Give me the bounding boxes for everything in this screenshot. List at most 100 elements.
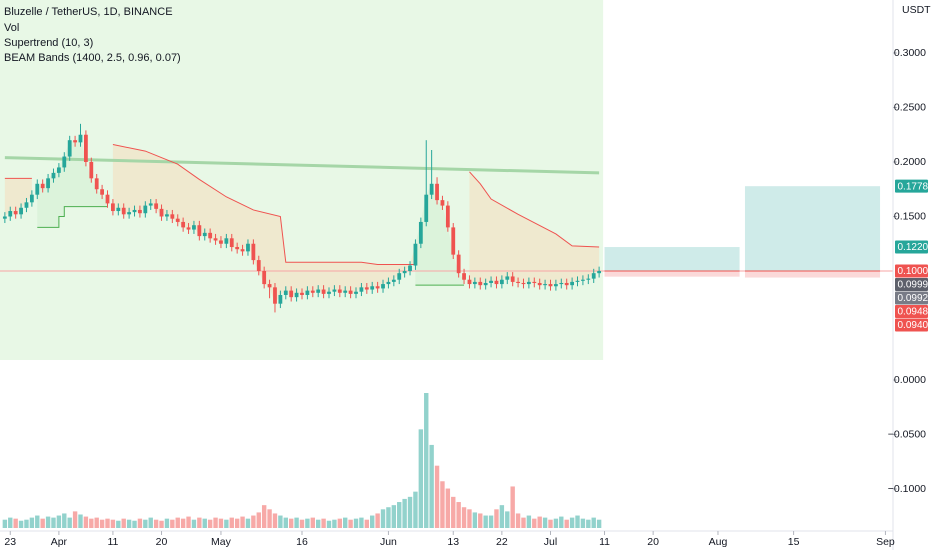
candle-body — [316, 289, 321, 293]
volume-bar — [440, 481, 445, 528]
candle-body — [451, 227, 456, 255]
volume-bar — [51, 517, 56, 528]
plot-layer — [0, 123, 893, 528]
volume-bar — [467, 509, 472, 528]
candle-body — [111, 203, 115, 212]
candle-body — [586, 278, 591, 280]
volume-bar — [13, 518, 18, 528]
candle-body — [246, 243, 250, 252]
candle-body — [94, 178, 99, 190]
volume-bar — [370, 515, 375, 528]
x-tick-label: Jun — [380, 536, 397, 548]
x-tick-label: 11 — [599, 536, 610, 548]
candle-body — [240, 249, 245, 252]
candle-body — [83, 134, 88, 162]
candle-body — [456, 254, 461, 274]
volume-bar — [586, 519, 591, 528]
volume-bar — [564, 519, 569, 528]
price-label-box — [895, 277, 928, 291]
volume-bar — [164, 518, 170, 528]
volume-bar — [159, 520, 164, 528]
candle-body — [343, 290, 348, 293]
candle-body — [35, 183, 40, 195]
volume-bar — [305, 518, 310, 528]
candle-body — [289, 290, 294, 298]
y-tick-label: −0.0500 — [888, 428, 926, 440]
candle-body — [429, 183, 434, 195]
volume-bar — [18, 520, 24, 528]
volume-bar — [35, 515, 40, 528]
volume-bar — [132, 520, 137, 528]
volume-bar — [278, 515, 283, 528]
volume-bar — [62, 513, 67, 528]
candle-body — [397, 273, 402, 280]
volume-bar — [326, 520, 332, 528]
volume-bar — [478, 513, 483, 528]
candle-body — [105, 194, 110, 204]
volume-bar — [186, 516, 191, 528]
volume-bar — [267, 509, 272, 528]
price-label: 0.1000 — [898, 266, 929, 277]
volume-bar — [537, 516, 542, 528]
volume-bar — [461, 507, 467, 528]
candle-body — [359, 287, 364, 292]
candle-body — [127, 212, 132, 215]
volume-bar — [343, 517, 348, 528]
candle-body — [132, 209, 137, 213]
candle-body — [40, 183, 45, 189]
symbol-title: Bluzelle / TetherUS, 1D, BINANCE — [4, 6, 173, 18]
volume-bar — [553, 518, 559, 528]
candle-body — [543, 284, 547, 286]
candle-body — [213, 238, 218, 241]
candle-body — [2, 216, 7, 219]
volume-bar — [332, 519, 337, 528]
volume-bar — [261, 505, 267, 528]
volume-bar — [526, 515, 532, 528]
candle-body — [327, 291, 331, 294]
price-label: 0.0999 — [898, 280, 929, 291]
candle-body — [575, 280, 580, 282]
volume-bar — [99, 519, 105, 528]
volume-bar — [110, 519, 116, 528]
candle-body — [472, 281, 477, 285]
x-tick-label: May — [211, 536, 232, 548]
price-label-box — [895, 179, 928, 193]
volume-bar — [213, 517, 218, 528]
candle-body — [521, 282, 526, 285]
currency-label: USDT — [902, 4, 931, 16]
volume-bar — [116, 520, 121, 528]
indicator-label: Supertrend (10, 3) — [4, 37, 93, 49]
background-layer — [0, 0, 604, 360]
volume-bar — [299, 519, 305, 528]
candle-body — [445, 205, 450, 228]
candle-body — [159, 208, 164, 217]
volume-bar — [72, 511, 78, 528]
volume-bar — [207, 519, 213, 528]
position-stop — [604, 270, 740, 277]
candle-body — [300, 292, 304, 295]
position-target — [744, 186, 881, 271]
volume-bar — [391, 505, 397, 528]
y-tick-label: 0.2500 — [894, 101, 926, 113]
volume-bar — [105, 518, 110, 528]
price-label: 0.1220 — [898, 242, 929, 253]
volume-bar — [494, 509, 499, 528]
indicator-label: BEAM Bands (1400, 2.5, 0.96, 0.07) — [4, 52, 181, 64]
candle-body — [440, 200, 445, 206]
axis-layer: 0.3000 0.2500 0.2000 0.1500 0.0000 −0.0500 −0.… — [4, 47, 928, 548]
candle-body — [526, 281, 531, 285]
indicator-label: Vol — [4, 22, 19, 34]
candle-body — [483, 282, 488, 286]
volume-bar — [148, 517, 153, 528]
candle-body — [224, 238, 229, 244]
candle-body — [208, 232, 213, 239]
volume-bar — [56, 515, 62, 528]
volume-bar — [407, 496, 413, 528]
volume-bar — [153, 519, 159, 528]
volume-bar — [8, 517, 13, 528]
candle-body — [67, 140, 72, 157]
candle-body — [591, 273, 596, 279]
candle-body — [170, 214, 175, 219]
